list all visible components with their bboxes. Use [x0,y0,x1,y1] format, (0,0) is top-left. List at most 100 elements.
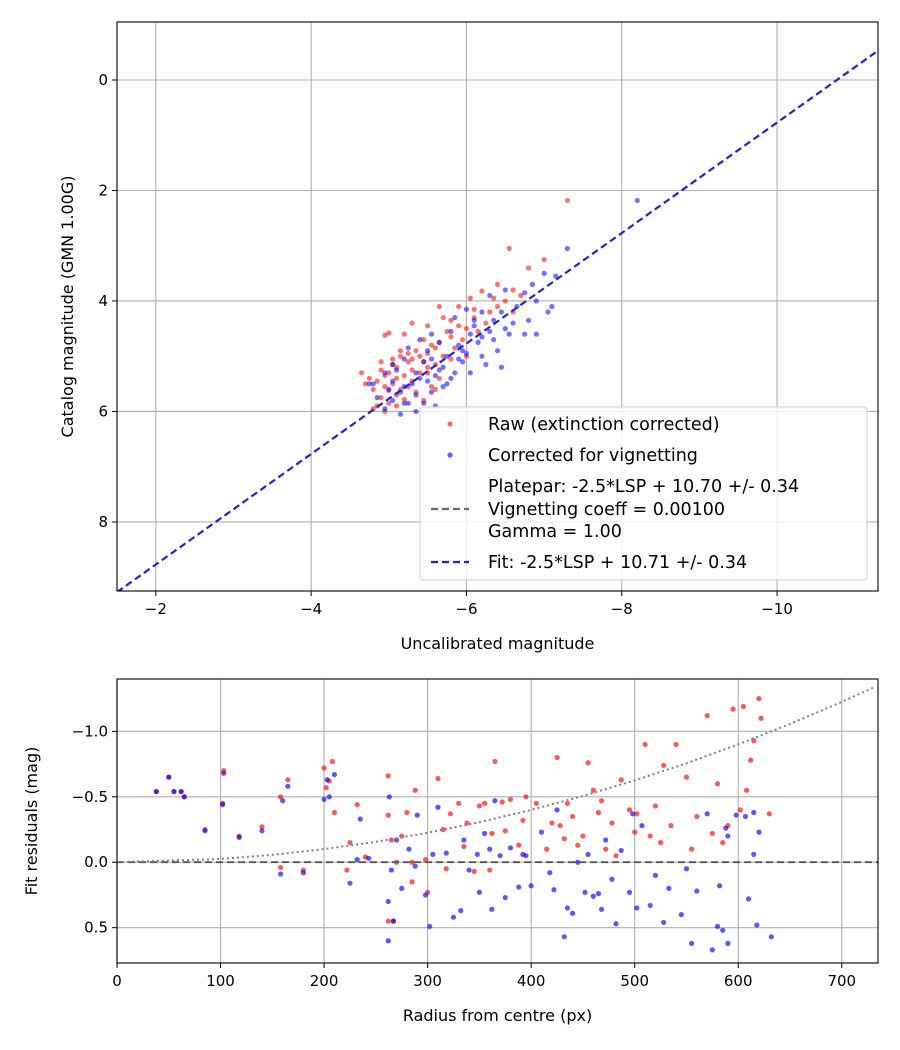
data-point [413,392,419,398]
data-point [595,891,602,897]
data-point [523,794,529,800]
data-layer [117,685,878,953]
data-point [370,386,376,392]
data-point [683,866,690,872]
tick-marks: 0 100 200 300 400 500 600 700 0.5 0.0 −0.5 −1.0 [72,722,857,990]
data-point [498,364,504,370]
data-point [498,309,504,315]
data-point [630,811,636,817]
data-point [452,345,458,351]
data-point [522,331,528,337]
data-point [388,867,394,873]
data-point [634,197,640,204]
y-tick-label: 8 [98,513,108,531]
data-point [459,348,466,354]
data-point [467,370,473,376]
data-point [476,889,482,895]
data-point [220,802,226,808]
data-point [425,378,431,384]
data-point [417,353,423,359]
data-point [564,905,570,911]
data-point [456,303,462,310]
data-point [370,381,376,387]
data-point [634,811,640,817]
data-point [401,356,407,362]
data-point [406,846,412,852]
data-point [440,364,446,370]
data-point [378,367,384,373]
data-point [390,361,396,368]
data-point [463,306,470,312]
legend-entry-text: Corrected for vignetting [488,446,698,466]
data-point [533,298,539,304]
data-point [412,787,418,793]
data-point [569,813,576,820]
data-point [751,851,757,857]
data-point [626,807,633,813]
data-point [575,859,581,865]
data-point [409,320,415,326]
data-point [694,813,700,820]
data-point [766,811,772,817]
legend-marker-dot [447,452,453,458]
data-point [479,288,485,294]
data-point [714,923,721,929]
data-point [502,298,508,304]
data-point [259,828,265,834]
data-point [421,400,427,406]
data-point [647,902,653,909]
data-point [561,934,567,940]
data-point [541,270,547,276]
data-point [324,777,330,783]
data-point [613,853,619,859]
data-point [432,345,438,351]
x-tick-label: 100 [206,972,235,990]
series-1-points [153,770,774,953]
data-point [471,868,477,874]
data-point [401,400,407,406]
x-axis-title: Uncalibrated magnitude [401,634,595,653]
data-point [479,353,485,359]
data-point [347,880,353,886]
data-point [397,348,404,354]
y-tick-label: 2 [98,181,108,199]
data-point [661,762,667,768]
data-point [417,370,423,376]
data-point [585,851,591,857]
legend-entry-text: Raw (extinction corrected) [488,415,720,435]
data-point [331,809,338,816]
data-point [171,788,177,795]
data-point [436,303,442,310]
data-point [456,323,462,329]
data-point [487,309,493,315]
data-point [716,883,723,889]
data-point [475,339,481,346]
data-point [479,334,485,340]
data-point [404,809,410,816]
data-point [758,715,764,721]
data-point [444,328,450,334]
data-point [598,906,605,912]
data-point [448,334,454,340]
data-point [153,788,159,795]
data-point [720,839,726,846]
data-point [382,384,388,390]
data-point [390,378,396,384]
data-point [405,359,411,365]
data-point [444,381,450,387]
data-point [413,408,419,415]
data-point [428,342,435,348]
data-point [409,381,415,387]
data-point [366,375,372,381]
data-point [668,822,674,829]
data-point [467,331,473,337]
data-point [382,332,388,338]
data-point [529,281,536,288]
data-point [413,370,419,376]
data-point [689,846,695,852]
data-point [378,359,384,365]
data-point [502,325,508,332]
data-point [554,807,560,813]
data-point [525,265,532,271]
